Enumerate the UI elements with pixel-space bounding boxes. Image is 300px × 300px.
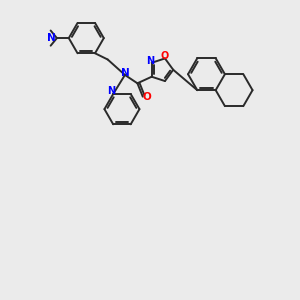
Text: O: O	[161, 51, 169, 62]
Text: N: N	[47, 33, 56, 43]
Text: O: O	[142, 92, 151, 102]
Text: N: N	[121, 68, 129, 78]
Text: N: N	[146, 56, 154, 66]
Text: N: N	[107, 86, 116, 96]
